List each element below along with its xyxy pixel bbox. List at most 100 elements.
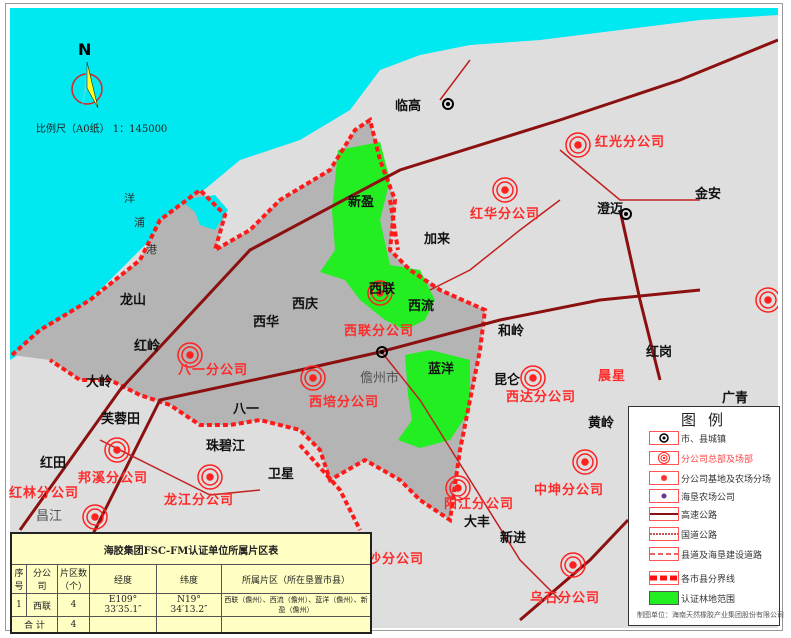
header-cell: 所属片区（所在垦置市县） xyxy=(221,564,372,594)
county-road-icon xyxy=(649,547,679,561)
scale-text: 比例尺（A0纸） 1：145000 xyxy=(36,124,168,135)
place-label: 八一 xyxy=(233,402,260,417)
sea-label: 浦 xyxy=(134,216,145,229)
branch-hq-icon xyxy=(501,186,509,194)
certified-forest-area xyxy=(320,142,435,330)
national-road-icon xyxy=(649,527,679,541)
place-label: 儋州市 xyxy=(360,371,400,386)
place-label: 八一分公司 xyxy=(178,363,249,378)
legend-item-label: 分公司基地及农场分场 xyxy=(681,474,772,485)
place-label: 西达分公司 xyxy=(506,390,577,405)
sea-label: 港 xyxy=(146,243,157,256)
place-label: 龙江分公司 xyxy=(164,493,235,508)
branch-hq-icon xyxy=(764,296,772,304)
cell: 1 xyxy=(10,593,27,617)
place-label: 新盈 xyxy=(348,195,375,210)
branch-hq-icon xyxy=(186,351,194,359)
branch-hq-icon xyxy=(454,484,462,492)
branch-base-icon xyxy=(649,471,679,485)
branch-hq-icon xyxy=(572,449,598,475)
legend-item-label: 分公司总部及场部 xyxy=(681,454,754,465)
legend-item: 海垦农场公司 xyxy=(649,489,735,503)
place-label: 红华分公司 xyxy=(470,207,541,222)
legend-item: 市、县城镇 xyxy=(649,431,726,445)
branch-hq-icon xyxy=(649,451,679,465)
branch-hq-icon xyxy=(86,508,104,526)
expressway-icon xyxy=(649,507,679,521)
legend-item: 各市县分界线 xyxy=(649,571,735,585)
city-town-icon xyxy=(649,431,679,445)
branch-hq-icon xyxy=(755,287,778,313)
sea-label: 洋 xyxy=(124,192,135,205)
place-label: 中坤分公司 xyxy=(534,483,605,498)
branch-hq-icon xyxy=(91,513,99,521)
branch-hq-icon xyxy=(581,458,589,466)
branch-hq-icon xyxy=(104,437,130,463)
place-label: 西培分公司 xyxy=(309,395,380,410)
branch-hq-icon xyxy=(492,177,518,203)
city-markers xyxy=(376,98,632,358)
branch-hq-icon xyxy=(181,346,199,364)
place-label: 红田 xyxy=(40,456,67,471)
place-label: 红岭 xyxy=(134,339,161,354)
legend-item: 分公司基地及农场分场 xyxy=(649,471,771,485)
legend-item-label: 县道及海垦建设道路 xyxy=(681,550,763,561)
header-cell: 纬度 xyxy=(156,564,222,594)
compass xyxy=(71,61,103,109)
branch-hq-icon xyxy=(108,441,126,459)
branch-hq-icon xyxy=(520,365,546,391)
table-row: 1 西联 4 E109° 33′35.1″ N19° 34′13.2″ 西联（儋… xyxy=(10,593,372,617)
place-label: 珠碧江 xyxy=(206,439,246,454)
place-label: 黄岭 xyxy=(588,416,615,431)
legend-item-label: 市、县城镇 xyxy=(681,434,727,445)
expressway xyxy=(58,288,701,601)
branch-hq-icon xyxy=(496,181,514,199)
branch-hq-icon xyxy=(574,141,582,149)
cell: 4 xyxy=(57,593,90,617)
place-label: 晨星 xyxy=(598,369,627,384)
certified-forest-area xyxy=(398,350,470,448)
expressway xyxy=(519,209,662,622)
place-label: 澄迈 xyxy=(597,202,624,217)
place-label: 红岗 xyxy=(646,345,673,360)
place-label: 西庆 xyxy=(292,297,319,312)
legend-item: 县道及海垦建设道路 xyxy=(649,547,762,561)
national-road xyxy=(99,59,700,601)
place-label: 大丰 xyxy=(464,515,491,530)
branch-hq-icon xyxy=(560,552,586,578)
cell: E109° 33′35.1″ xyxy=(89,593,157,617)
farm-company-icon xyxy=(649,489,679,503)
branch-hq-icon xyxy=(367,280,393,306)
branch-hq-icon xyxy=(300,365,326,391)
legend: 图例 市、县城镇分公司总部及场部分公司基地及农场分场海垦农场公司高速公路国道公路… xyxy=(628,406,784,626)
place-label: 红光分公司 xyxy=(595,135,666,150)
place-label: 昌江 xyxy=(36,509,63,524)
branch-hq-icon xyxy=(206,473,214,481)
branch-hq-icon xyxy=(564,556,582,574)
place-label: 卫星 xyxy=(268,467,295,482)
branch-hq-icon xyxy=(569,561,577,569)
branch-hq-icon xyxy=(529,374,537,382)
legend-title: 图例 xyxy=(681,411,736,429)
table-title: 海胶集团FSC-FM认证单位所属片区表 xyxy=(10,532,372,565)
place-label: 蓝洋 xyxy=(428,362,455,377)
county-boundary xyxy=(298,199,400,531)
table-header-row: 序号 分公司 片区数（个） 经度 纬度 所属片区（所在垦置市县） xyxy=(10,564,372,594)
branch-hq-icon xyxy=(445,475,471,501)
place-label: 邦溪分公司 xyxy=(78,471,149,486)
branch-hq-icon xyxy=(371,284,389,302)
header-cell: 分公司 xyxy=(26,564,58,594)
legend-item: 认证林地范围 xyxy=(649,591,735,605)
header-cell: 片区数（个） xyxy=(57,564,90,594)
branch-hq-icon xyxy=(177,342,203,368)
branch-hq-icon xyxy=(113,446,121,454)
legend-item: 高速公路 xyxy=(649,507,717,521)
certification-zone-table: 海胶集团FSC-FM认证单位所属片区表 序号 分公司 片区数（个） 经度 纬度 … xyxy=(10,532,372,634)
legend-item: 国道公路 xyxy=(649,527,717,541)
branch-hq-icon xyxy=(449,479,467,497)
legend-item-label: 高速公路 xyxy=(681,510,718,521)
place-label: 广青 xyxy=(722,391,749,406)
place-label: 新进 xyxy=(500,531,527,546)
cell: 西联（儋州）、西流（儋州）、蓝洋（儋州）、新盈（儋州） xyxy=(221,593,372,617)
cell: N19° 34′13.2″ xyxy=(156,593,222,617)
